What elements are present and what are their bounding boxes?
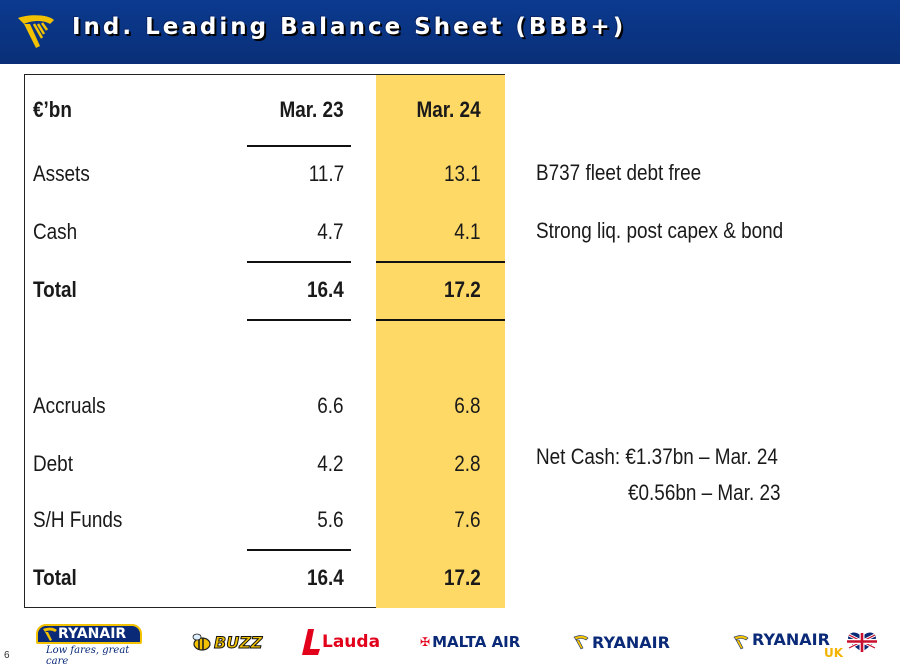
- buzz-logo: BUZZ: [190, 622, 263, 662]
- note-strong-liquidity: Strong liq. post capex & bond: [536, 218, 784, 243]
- table-cell: 4.2: [317, 451, 344, 476]
- table-cell: 16.4: [307, 277, 344, 302]
- ryanair-wordmark: RYANAIR: [592, 632, 670, 652]
- column-header-mar24: Mar. 24: [416, 97, 481, 122]
- table-cell: 5.6: [317, 507, 344, 532]
- total-rule-col2: [376, 319, 505, 321]
- lauda-logo: Lauda: [300, 622, 380, 662]
- header-rule-col1: [247, 145, 351, 147]
- lauda-l-icon: [302, 629, 320, 655]
- harp-icon: [43, 627, 57, 641]
- table-cell: 6.6: [317, 393, 344, 418]
- row-label-sh-funds: S/H Funds: [33, 507, 123, 532]
- buzz-wordmark: BUZZ: [213, 632, 263, 652]
- title-banner: Ind. Leading Balance Sheet (BBB+): [0, 0, 900, 64]
- page-title: Ind. Leading Balance Sheet (BBB+): [72, 14, 627, 40]
- column-header-mar23: Mar. 23: [279, 97, 344, 122]
- bee-icon: [192, 633, 211, 651]
- lauda-wordmark: Lauda: [322, 632, 381, 652]
- balance-sheet-table: €’bn Mar. 23 Mar. 24 Assets 11.7 13.1 Ca…: [24, 74, 505, 608]
- table-cell: 16.4: [307, 565, 344, 590]
- ryanair-harp-icon: [18, 15, 54, 48]
- ryanair-uk-logo: RYANAIR UK: [732, 622, 882, 662]
- table-cell: 2.8: [454, 451, 481, 476]
- note-net-cash-mar24: Net Cash: €1.37bn – Mar. 24: [536, 444, 778, 469]
- row-label-total-liabilities: Total: [33, 565, 77, 590]
- note-net-cash-mar23: €0.56bn – Mar. 23: [628, 480, 781, 505]
- ryanair-group-logo: RYANAIR Low fares, great care: [36, 622, 146, 667]
- row-label-total-assets: Total: [33, 277, 77, 302]
- subtotal-rule-col1: [247, 261, 351, 263]
- table-cell: 4.7: [317, 219, 344, 244]
- total-rule-col1: [247, 319, 351, 321]
- note-fleet-debt-free: B737 fleet debt free: [536, 160, 702, 185]
- harp-icon: [573, 635, 589, 650]
- row-label-debt: Debt: [33, 451, 73, 476]
- row-label-assets: Assets: [33, 161, 90, 186]
- ryanair-wordmark: RYANAIR: [58, 626, 127, 642]
- table-cell: 4.1: [454, 219, 481, 244]
- page-number: 6: [4, 650, 10, 661]
- ryanair-uk-wordmark: RYANAIR: [752, 630, 830, 649]
- subtotal-rule-col1: [247, 549, 351, 551]
- malta-air-wordmark: MALTA AIR: [432, 633, 521, 651]
- harp-icon: [733, 635, 749, 650]
- table-cell: 6.8: [454, 393, 481, 418]
- table-cell: 7.6: [454, 507, 481, 532]
- table-cell: 17.2: [444, 565, 481, 590]
- mar24-highlight-column: [376, 75, 505, 608]
- row-label-cash: Cash: [33, 219, 78, 244]
- ryanair-tagline: Low fares, great care: [46, 645, 130, 667]
- maltese-cross-icon: ✠: [420, 635, 431, 649]
- uk-suffix: UK: [824, 646, 844, 660]
- subtotal-rule-col2: [376, 261, 505, 263]
- table-cell: 11.7: [308, 161, 344, 186]
- unit-label: €’bn: [33, 97, 72, 122]
- malta-air-logo: ✠ MALTA AIR: [420, 622, 520, 662]
- table-cell: 17.2: [444, 277, 481, 302]
- table-cell: 13.1: [444, 161, 481, 186]
- ryanair-logo: RYANAIR: [572, 622, 670, 662]
- row-label-accruals: Accruals: [33, 393, 106, 418]
- union-jack-heart-icon: [847, 632, 877, 652]
